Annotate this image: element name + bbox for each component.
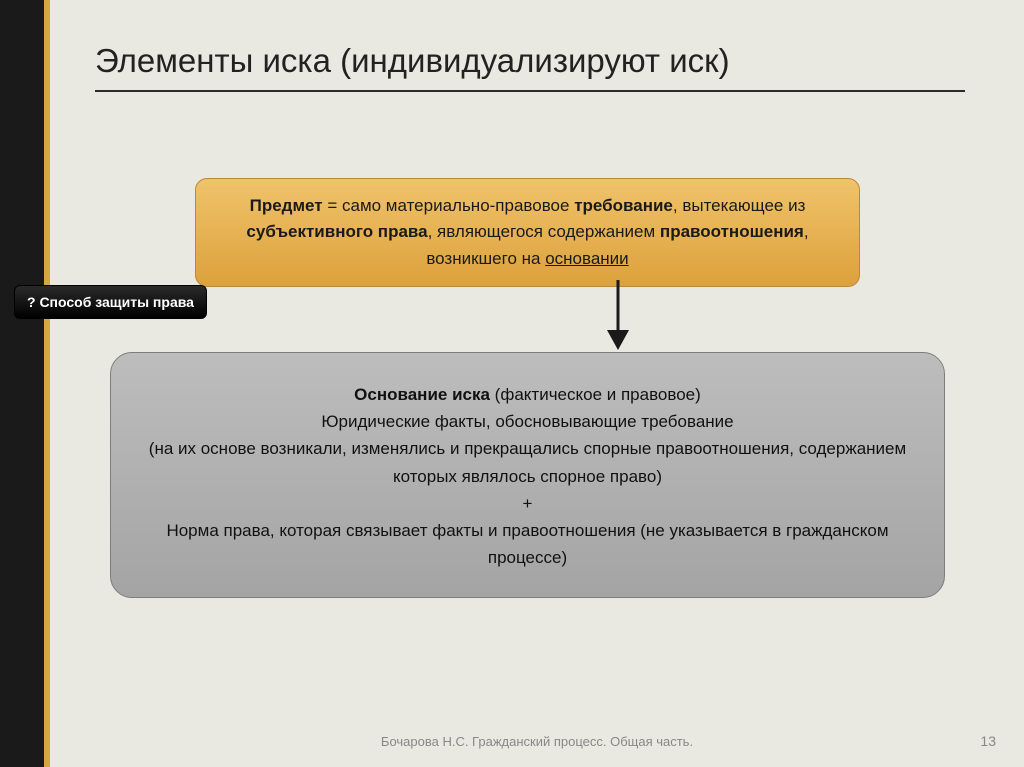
basis-text-1b: (фактическое и правовое) — [490, 385, 701, 404]
basis-line4: + — [135, 490, 920, 517]
subject-bold-subprava: субъективного права — [246, 222, 427, 241]
arrow-down-icon — [598, 280, 638, 352]
subject-line1: Предмет = само материально-правовое треб… — [250, 196, 806, 215]
subject-text-2d: , — [804, 222, 809, 241]
left-stripe — [0, 0, 44, 767]
subject-line2: субъективного права, являющегося содержа… — [246, 222, 808, 241]
footer-text: Бочарова Н.С. Гражданский процесс. Общая… — [50, 734, 1024, 749]
subject-bold-pravootn: правоотношения — [660, 222, 804, 241]
title-underline — [95, 90, 965, 92]
basis-bold-osnovanie: Основание иска — [354, 385, 490, 404]
subject-text-3a: возникшего на — [426, 249, 545, 268]
subject-bold-trebovanie: требование — [574, 196, 673, 215]
basis-box: Основание иска (фактическое и правовое) … — [110, 352, 945, 598]
subject-text-1d: , вытекающее из — [673, 196, 805, 215]
basis-line5: Норма права, которая связывает факты и п… — [135, 517, 920, 571]
subject-box: Предмет = само материально-правовое треб… — [195, 178, 860, 287]
subject-text-2b: , являющегося содержанием — [428, 222, 660, 241]
basis-line3: (на их основе возникали, изменялись и пр… — [135, 435, 920, 489]
subject-underline-osnovanii: основании — [545, 249, 628, 268]
subject-bold-predmet: Предмет — [250, 196, 323, 215]
subject-line3: возникшего на основании — [426, 249, 628, 268]
page-number: 13 — [980, 733, 996, 749]
slide-canvas: Элементы иска (индивидуализируют иск) Пр… — [50, 0, 1024, 767]
method-badge: ? Способ защиты права — [14, 285, 207, 319]
basis-line1: Основание иска (фактическое и правовое) — [135, 381, 920, 408]
basis-line2: Юридические факты, обосновывающие требов… — [135, 408, 920, 435]
subject-text-1b: = само материально-правовое — [323, 196, 575, 215]
page-title: Элементы иска (индивидуализируют иск) — [95, 42, 730, 80]
